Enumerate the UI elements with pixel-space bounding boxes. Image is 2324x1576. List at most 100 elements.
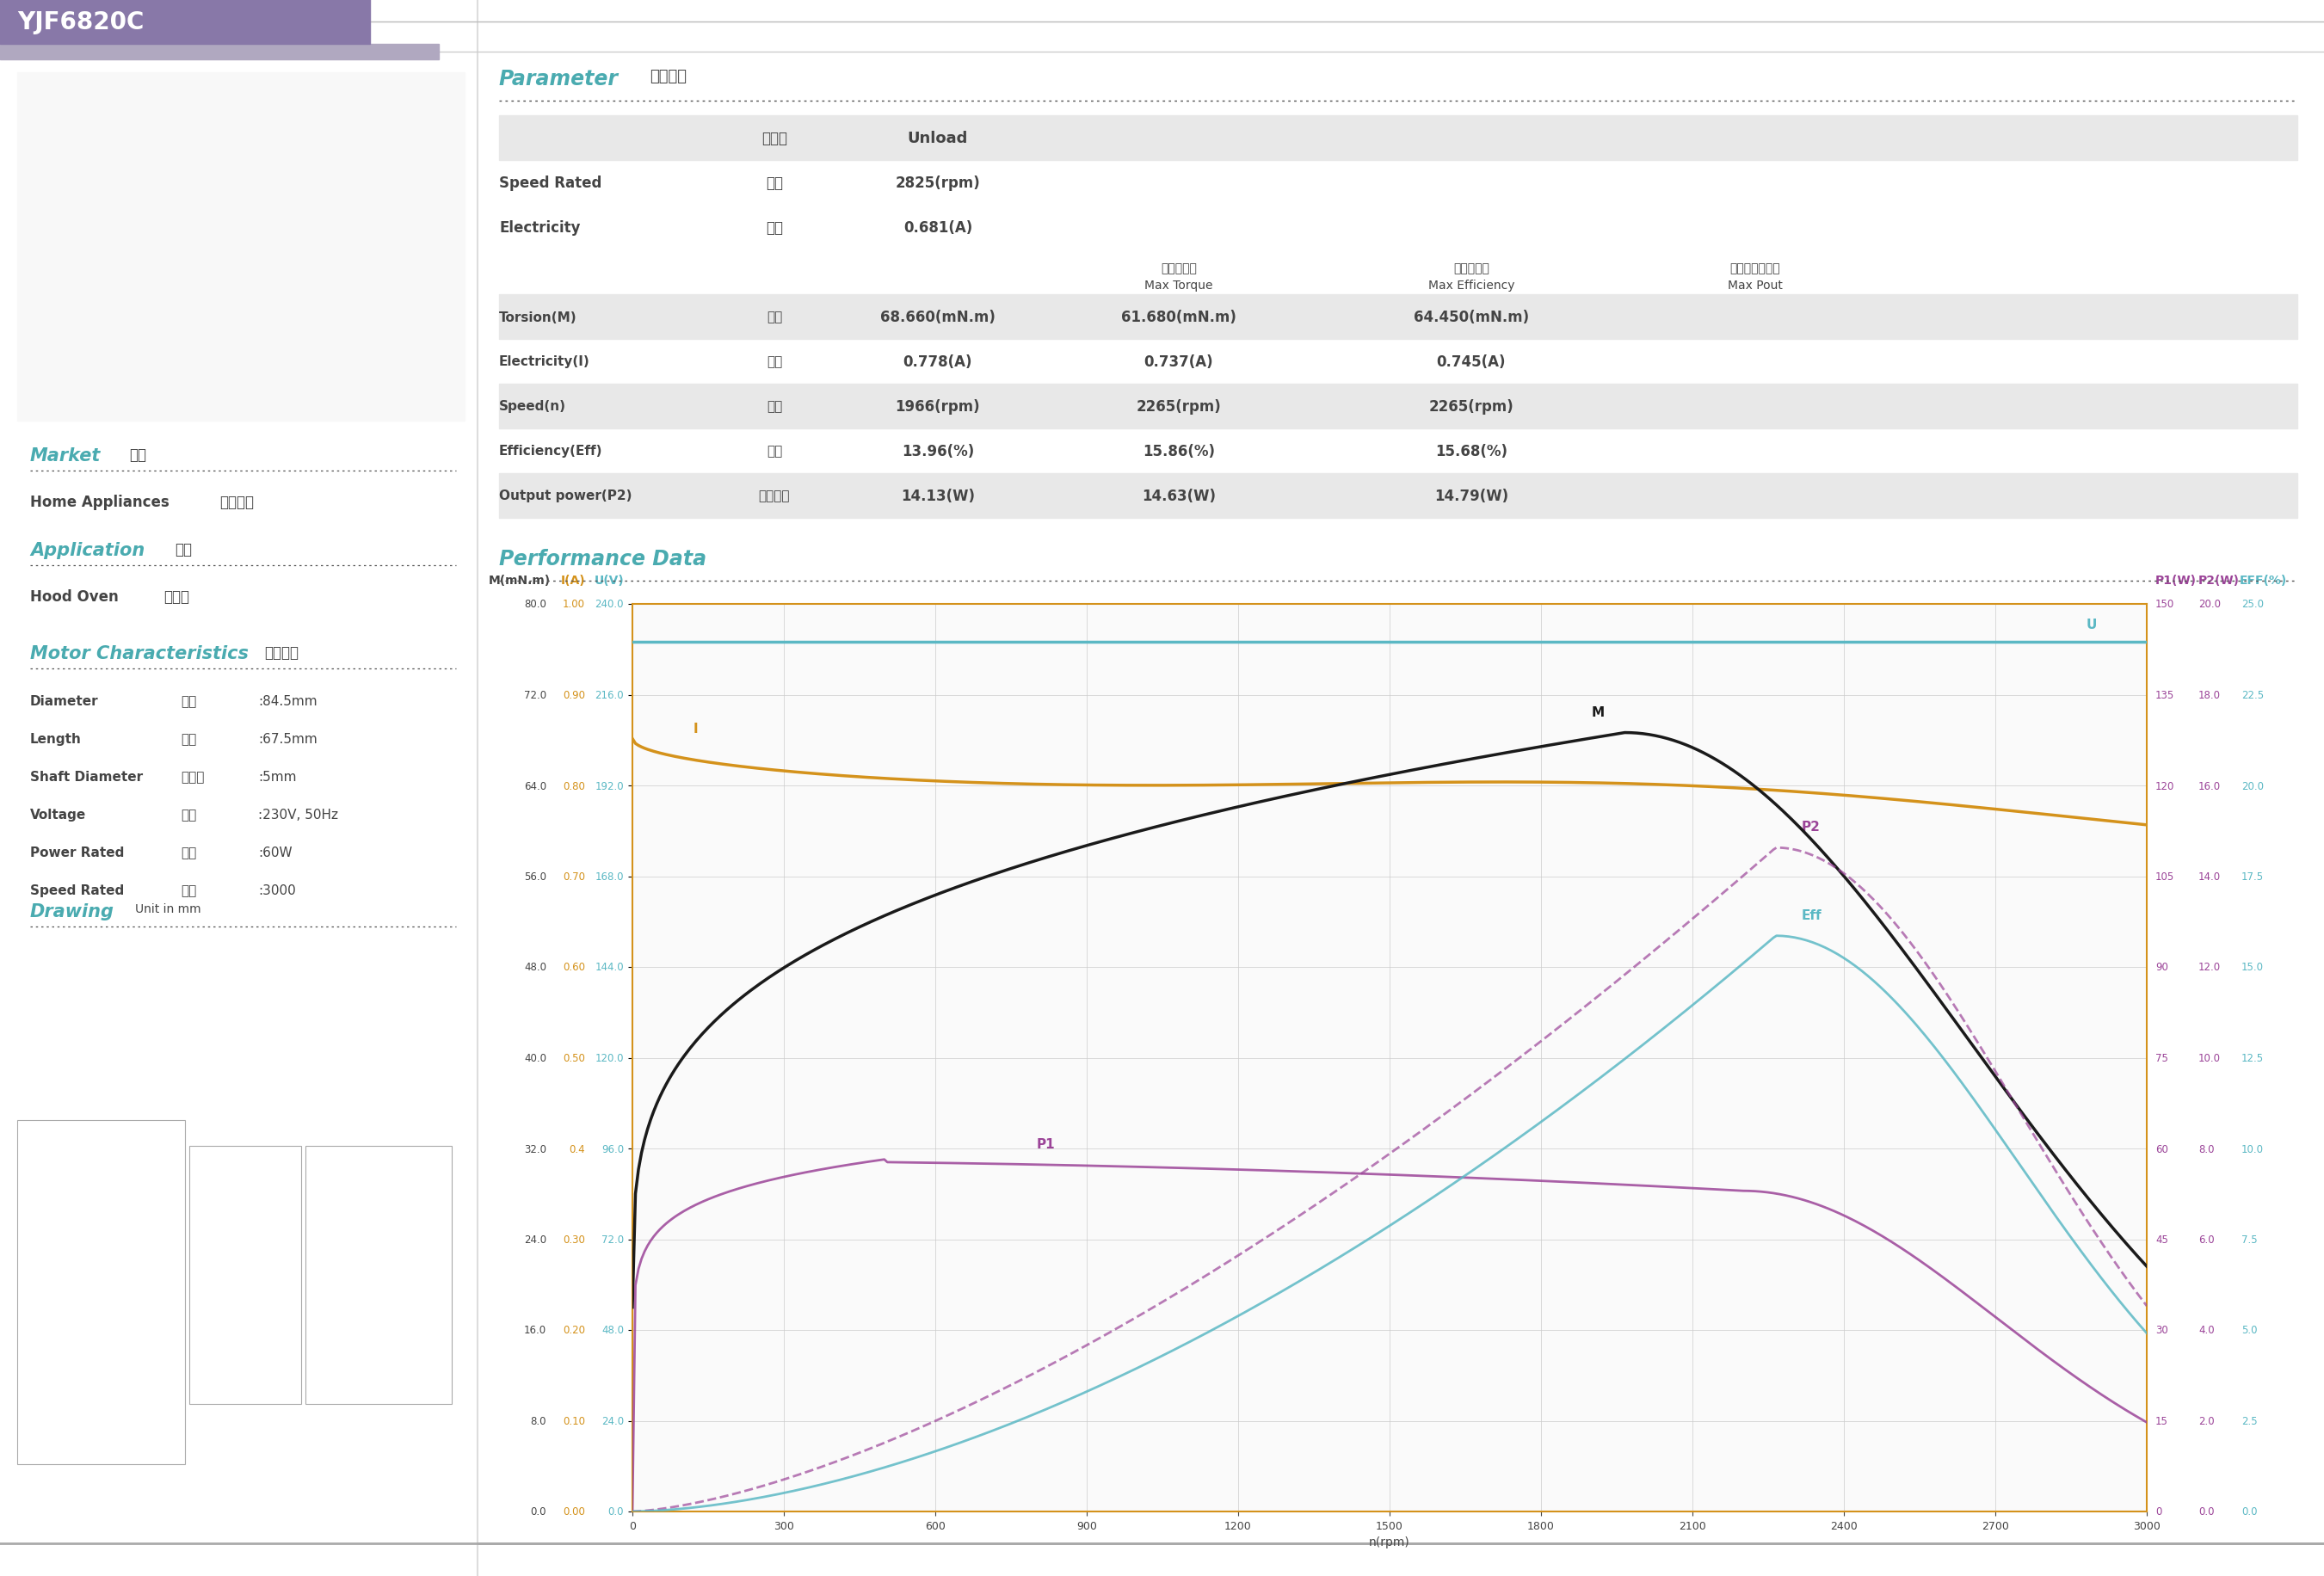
Text: 45: 45 (2154, 1234, 2168, 1245)
Text: 7.5: 7.5 (2240, 1234, 2257, 1245)
Text: Speed Rated: Speed Rated (500, 175, 602, 191)
Text: 48.0: 48.0 (602, 1324, 623, 1336)
Text: 最高效率点: 最高效率点 (1452, 262, 1490, 274)
Text: 特性参数: 特性参数 (651, 69, 686, 84)
Text: 转速: 转速 (181, 884, 198, 897)
Text: 市场: 市场 (130, 448, 146, 463)
Text: 0.737(A): 0.737(A) (1143, 355, 1213, 370)
Text: Parameter: Parameter (500, 69, 618, 90)
Text: 64.0: 64.0 (523, 780, 546, 791)
Text: :67.5mm: :67.5mm (258, 733, 318, 745)
Text: Home Appliances: Home Appliances (30, 495, 170, 511)
Text: 25.0: 25.0 (2240, 599, 2264, 610)
Bar (188, 1146, 302, 1404)
Text: M(mN.m): M(mN.m) (488, 574, 551, 586)
Text: :3000: :3000 (258, 884, 295, 897)
Text: Max Pout: Max Pout (1727, 279, 1783, 292)
Text: 24.0: 24.0 (602, 1415, 623, 1426)
Text: 0.00: 0.00 (562, 1507, 586, 1518)
Text: 30: 30 (2154, 1324, 2168, 1336)
Text: 0.681(A): 0.681(A) (904, 221, 971, 235)
Text: 0.30: 0.30 (562, 1234, 586, 1245)
Text: 20.0: 20.0 (2199, 599, 2222, 610)
Text: 0.4: 0.4 (569, 1143, 586, 1154)
Text: 0.90: 0.90 (562, 690, 586, 701)
Text: 2825(rpm): 2825(rpm) (895, 175, 981, 191)
Text: U: U (2087, 618, 2096, 630)
Text: 15: 15 (2154, 1415, 2168, 1426)
Text: 电流: 电流 (767, 356, 783, 369)
Text: P2(W): P2(W) (2199, 574, 2240, 586)
Text: 15.68(%): 15.68(%) (1436, 444, 1508, 459)
Text: 90: 90 (2154, 961, 2168, 972)
Text: 240.0: 240.0 (595, 599, 623, 610)
Bar (16, 1121, 186, 1464)
Text: Drawing: Drawing (30, 903, 114, 920)
Text: 14.79(W): 14.79(W) (1434, 489, 1508, 504)
Text: YJF6820C: YJF6820C (16, 11, 144, 35)
Text: 0.50: 0.50 (562, 1053, 586, 1064)
Text: 32.0: 32.0 (523, 1143, 546, 1154)
Text: 0.778(A): 0.778(A) (904, 355, 971, 370)
Text: 8.0: 8.0 (2199, 1143, 2215, 1154)
Text: 40.0: 40.0 (523, 1053, 546, 1064)
Text: 24.0: 24.0 (523, 1234, 546, 1245)
Text: 0.20: 0.20 (562, 1324, 586, 1336)
Text: 轴直径: 轴直径 (181, 771, 205, 783)
Text: I(A): I(A) (560, 574, 586, 586)
Text: 216.0: 216.0 (595, 690, 623, 701)
Text: Hood Oven: Hood Oven (30, 589, 119, 605)
Text: 68.660(mN.m): 68.660(mN.m) (881, 309, 995, 325)
Text: P1(W): P1(W) (2154, 574, 2196, 586)
Text: 105: 105 (2154, 872, 2175, 883)
Text: 60: 60 (2154, 1143, 2168, 1154)
Text: Electricity(I): Electricity(I) (500, 356, 590, 369)
Text: Efficiency(Eff): Efficiency(Eff) (500, 444, 602, 459)
Text: 最大转矩点: 最大转矩点 (1160, 262, 1197, 274)
Text: 电流: 电流 (767, 221, 783, 235)
Text: 电压: 电压 (181, 808, 198, 821)
Bar (500, 117, 2298, 161)
Text: :5mm: :5mm (258, 771, 297, 783)
Text: EFF(%): EFF(%) (2240, 574, 2287, 586)
Text: Eff: Eff (1801, 909, 1822, 922)
Text: Voltage: Voltage (30, 808, 86, 821)
Text: 0.0: 0.0 (530, 1507, 546, 1518)
Bar (500, 474, 2298, 519)
Text: Performance Data: Performance Data (500, 548, 706, 569)
Text: 起始点: 起始点 (762, 131, 788, 147)
Text: Torsion(M): Torsion(M) (500, 310, 576, 323)
Text: 0.0: 0.0 (2199, 1507, 2215, 1518)
Bar (500, 385, 2298, 429)
Text: 0.0: 0.0 (2240, 1507, 2257, 1518)
Text: 0.745(A): 0.745(A) (1436, 355, 1506, 370)
Text: I: I (693, 722, 697, 736)
Text: 56.0: 56.0 (523, 872, 546, 883)
Text: 2265(rpm): 2265(rpm) (1429, 399, 1513, 414)
Text: 16.0: 16.0 (2199, 780, 2222, 791)
Text: 18.0: 18.0 (2199, 690, 2222, 701)
Text: Speed Rated: Speed Rated (30, 884, 123, 897)
Text: 14.13(W): 14.13(W) (902, 489, 974, 504)
Text: 120: 120 (2154, 780, 2175, 791)
Text: 0: 0 (2154, 1507, 2161, 1518)
Text: P1: P1 (1037, 1138, 1055, 1150)
Text: Max Torque: Max Torque (1146, 279, 1213, 292)
Text: Length: Length (30, 733, 81, 745)
Text: 15.86(%): 15.86(%) (1143, 444, 1215, 459)
Text: 16.0: 16.0 (523, 1324, 546, 1336)
Bar (0, 44, 439, 60)
Text: U(V): U(V) (595, 574, 623, 586)
Text: 64.450(mN.m): 64.450(mN.m) (1413, 309, 1529, 325)
Text: Shaft Diameter: Shaft Diameter (30, 771, 144, 783)
Text: Diameter: Diameter (30, 695, 98, 708)
Text: 家庭电器: 家庭电器 (218, 495, 253, 511)
Bar (0, 0, 370, 44)
Text: 油烟机: 油烟机 (163, 589, 188, 605)
Text: :230V, 50Hz: :230V, 50Hz (258, 808, 339, 821)
Text: 转矩: 转矩 (767, 310, 783, 323)
Text: 长度: 长度 (181, 695, 198, 708)
Text: Electricity: Electricity (500, 221, 581, 235)
Text: 2.5: 2.5 (2240, 1415, 2257, 1426)
Text: 转速: 转速 (767, 175, 783, 191)
